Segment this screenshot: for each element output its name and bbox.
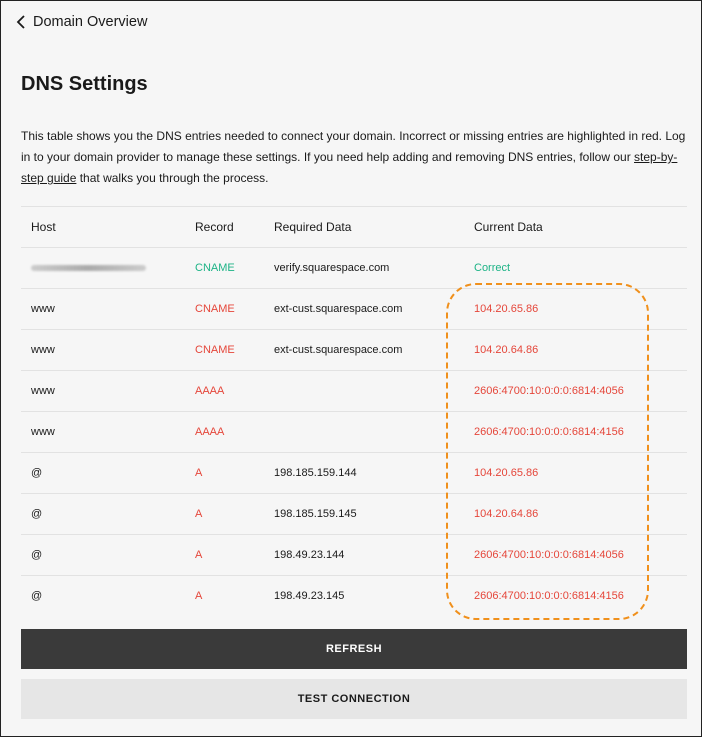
record-cell: A <box>195 575 274 617</box>
back-to-domain-overview[interactable]: Domain Overview <box>15 14 147 30</box>
required-data-cell: 198.185.159.145 <box>274 493 474 535</box>
required-data-cell: 198.185.159.144 <box>274 452 474 494</box>
required-data-cell: 198.49.23.145 <box>274 575 474 617</box>
host-cell: www <box>21 370 195 412</box>
host-cell: @ <box>21 575 195 617</box>
record-cell: A <box>195 534 274 576</box>
page-title: DNS Settings <box>21 73 148 95</box>
record-cell: CNAME <box>195 247 274 289</box>
current-data-cell: 104.20.64.86 <box>474 493 687 535</box>
table-row: @ A 198.49.23.144 2606:4700:10:0:0:0:6814:4… <box>21 534 687 576</box>
table-row: @ A 198.185.159.145 104.20.64.86 <box>21 493 687 535</box>
table-row: @ A 198.49.23.145 2606:4700:10:0:0:0:6814:4… <box>21 575 687 617</box>
table-row: www CNAME ext-cust.squarespace.com 104.20.6… <box>21 329 687 371</box>
chevron-left-icon <box>16 15 25 29</box>
current-data-cell: 104.20.64.86 <box>474 329 687 371</box>
current-data-cell: 104.20.65.86 <box>474 452 687 494</box>
column-header: Host <box>21 206 195 248</box>
record-cell: A <box>195 493 274 535</box>
table-row: www AAAA 2606:4700:10:0:0:0:6814:4156 <box>21 411 687 453</box>
current-data-cell: 2606:4700:10:0:0:0:6814:4056 <box>474 370 687 412</box>
required-data-cell: 198.49.23.144 <box>274 534 474 576</box>
record-cell: A <box>195 452 274 494</box>
table-row: @ A 198.185.159.144 104.20.65.86 <box>21 452 687 494</box>
host-cell: @ <box>21 493 195 535</box>
table-row: www AAAA 2606:4700:10:0:0:0:6814:4056 <box>21 370 687 412</box>
table-header-row: Host Record Required Data Current Data <box>21 206 687 248</box>
host-cell: @ <box>21 534 195 576</box>
host-cell: www <box>21 288 195 330</box>
required-data-cell <box>274 370 474 412</box>
refresh-button[interactable]: REFRESH <box>21 629 687 669</box>
record-cell: AAAA <box>195 411 274 453</box>
description-text: This table shows you the DNS entries nee… <box>21 129 686 164</box>
back-label: Domain Overview <box>33 14 148 30</box>
host-cell: @ <box>21 452 195 494</box>
column-header: Current Data <box>474 206 687 248</box>
record-cell: AAAA <box>195 370 274 412</box>
column-header: Record <box>195 206 274 248</box>
table-row: www CNAME ext-cust.squarespace.com 104.20.6… <box>21 288 687 330</box>
column-header: Required Data <box>274 206 474 248</box>
required-data-cell: ext-cust.squarespace.com <box>274 329 474 371</box>
current-data-cell: 2606:4700:10:0:0:0:6814:4156 <box>474 411 687 453</box>
page-description: This table shows you the DNS entries nee… <box>21 126 686 189</box>
current-data-cell: 2606:4700:10:0:0:0:6814:4156 <box>474 575 687 617</box>
current-data-cell: 2606:4700:10:0:0:0:6814:4056 <box>474 534 687 576</box>
step-by-step-guide-link[interactable]: step-by-step guide <box>21 150 678 185</box>
record-cell: CNAME <box>195 288 274 330</box>
required-data-cell: verify.squarespace.com <box>274 247 474 289</box>
host-cell: www <box>21 411 195 453</box>
record-cell: CNAME <box>195 329 274 371</box>
dns-table: Host Record Required Data Current Data CNAM… <box>21 206 687 617</box>
description-text-end: that walks you through the process. <box>76 171 269 185</box>
required-data-cell: ext-cust.squarespace.com <box>274 288 474 330</box>
host-cell: www <box>21 329 195 371</box>
current-data-cell: 104.20.65.86 <box>474 288 687 330</box>
host-cell <box>21 247 195 289</box>
test-connection-button[interactable]: TEST CONNECTION <box>21 679 687 719</box>
required-data-cell <box>274 411 474 453</box>
current-data-cell: Correct <box>474 247 687 289</box>
table-row: CNAME verify.squarespace.com Correct <box>21 247 687 289</box>
blurred-host <box>31 265 146 271</box>
